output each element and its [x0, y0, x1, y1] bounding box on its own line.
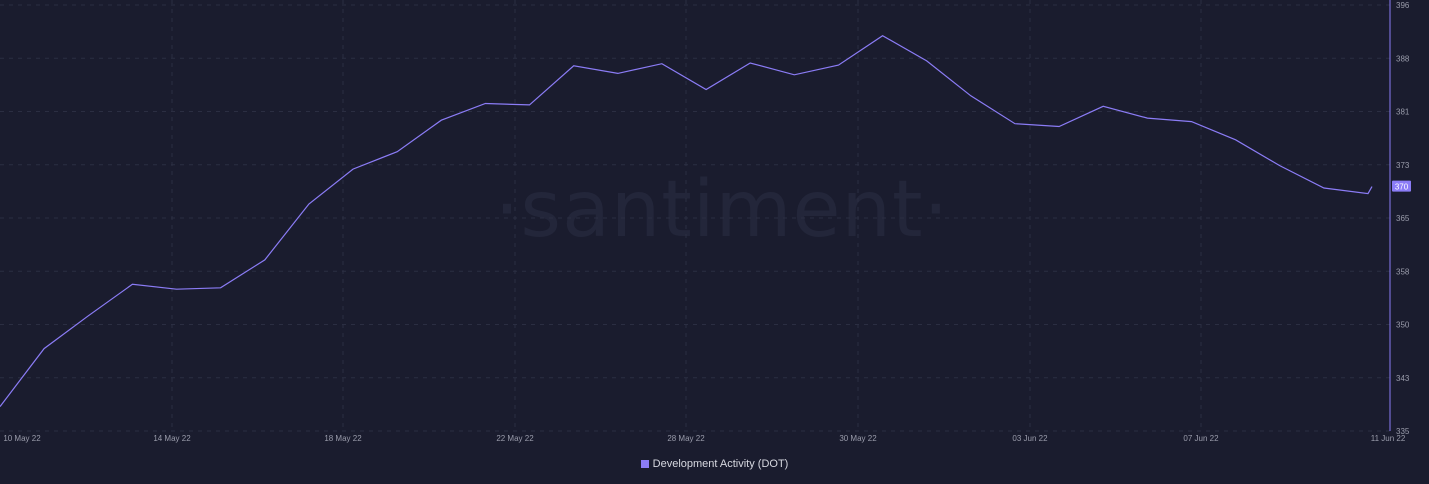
x-tick-label: 07 Jun 22 [1183, 434, 1219, 443]
legend-swatch [640, 460, 649, 468]
legend-label: Development Activity (DOT) [652, 458, 789, 470]
santiment-watermark: ·santiment· [495, 165, 950, 255]
series-layer [0, 34, 1373, 407]
x-tick-label: 18 May 22 [324, 434, 362, 443]
x-tick-label: 22 May 22 [496, 434, 534, 443]
x-tick-label: 11 Jun 22 [1371, 434, 1406, 443]
x-axis: 10 May 22 14 May 22 18 May 22 22 May 22 28 M… [3, 434, 1406, 443]
x-tick-label: 30 May 22 [839, 434, 877, 443]
y-tick-label: 373 [1396, 161, 1410, 170]
y-tick-label: 365 [1396, 214, 1410, 223]
current-value-badge [1392, 180, 1411, 192]
x-tick-label: 28 May 22 [667, 434, 705, 443]
series-line-development-activity [0, 34, 1373, 407]
y-axis: 335 343 350 358 365 373 381 388 396 370 [1389, 0, 1411, 436]
current-value-label: 370 [1395, 183, 1409, 192]
y-tick-label: 335 [1396, 427, 1410, 436]
y-tick-label: 358 [1396, 267, 1410, 276]
x-tick-label: 03 Jun 22 [1012, 434, 1048, 443]
y-tick-label: 381 [1396, 108, 1410, 117]
legend[interactable]: Development Activity (DOT) [0, 458, 1429, 470]
grid [0, 0, 1390, 432]
y-tick-label: 388 [1396, 54, 1410, 63]
y-tick-label: 396 [1396, 1, 1410, 10]
x-tick-label: 14 May 22 [153, 434, 191, 443]
y-tick-label: 350 [1396, 321, 1410, 330]
x-tick-label: 10 May 22 [3, 434, 41, 443]
y-tick-label: 343 [1396, 374, 1410, 383]
